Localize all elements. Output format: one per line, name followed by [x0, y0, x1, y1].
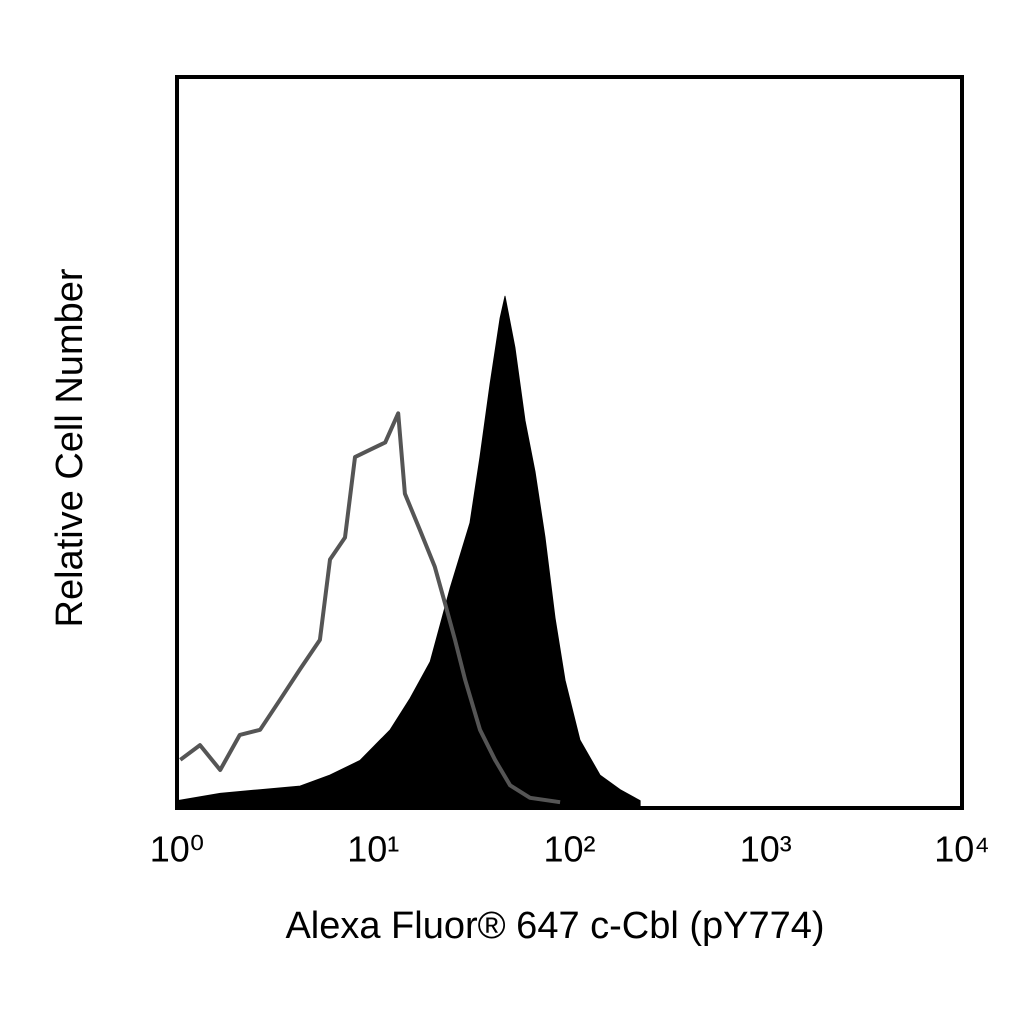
plot-area — [176, 295, 641, 809]
histogram-area — [176, 295, 641, 809]
x-axis-title: Alexa Fluor® 647 c-Cbl (pY774) — [285, 905, 824, 947]
plot-frame — [175, 75, 964, 810]
x-tick-label: 10¹ — [347, 829, 399, 870]
x-tick-label: 10² — [543, 829, 595, 870]
x-tick-label: 10³ — [740, 829, 792, 870]
x-tick-label: 10⁰ — [150, 829, 204, 870]
x-tick-label: 10⁴ — [934, 829, 990, 870]
y-axis-title: Relative Cell Number — [49, 268, 91, 627]
histogram-line — [179, 411, 561, 805]
